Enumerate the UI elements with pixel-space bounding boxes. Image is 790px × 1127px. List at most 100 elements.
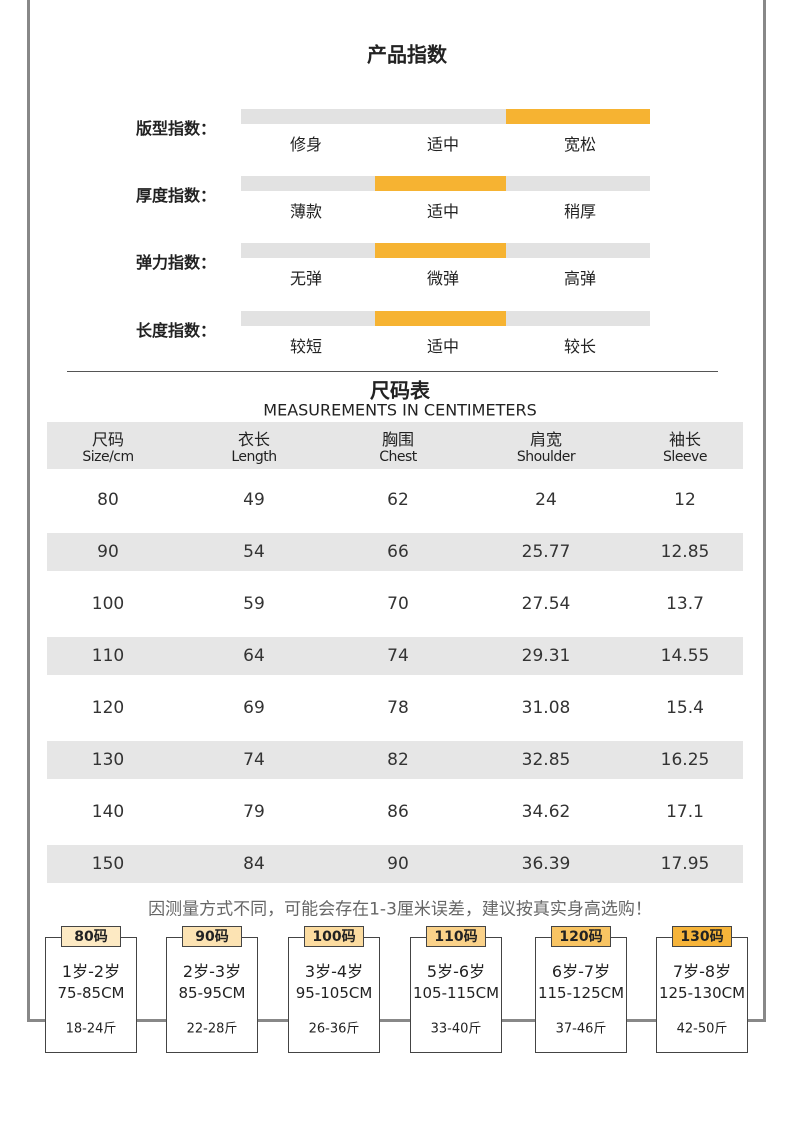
card-height: 75-85CM	[57, 984, 125, 1002]
divider	[67, 371, 718, 372]
cell: 74	[387, 646, 409, 666]
card-weight: 22-28斤	[186, 1021, 238, 1037]
header-en: Length	[231, 449, 277, 465]
cell: 140	[91, 802, 125, 822]
header-en: Sleeve	[663, 449, 707, 465]
cell: 120	[91, 698, 125, 718]
size-card	[410, 937, 502, 1053]
index-segment	[241, 243, 375, 258]
header-zh: 肩宽	[529, 430, 563, 449]
index-label: 厚度指数：	[135, 186, 217, 205]
cell: 13.7	[666, 594, 704, 614]
index-option: 薄款	[289, 202, 323, 221]
cell: 24	[535, 490, 557, 510]
title: 产品指数	[367, 42, 447, 67]
index-segment	[375, 243, 506, 258]
size-tag	[182, 926, 242, 947]
index-option: 宽松	[563, 135, 597, 154]
index-segment	[375, 311, 506, 326]
size-tag	[551, 926, 611, 947]
index-segment	[506, 109, 650, 124]
card-weight: 37-46斤	[555, 1021, 607, 1037]
index-segment	[241, 176, 375, 191]
frame-right	[763, 0, 766, 1022]
cell: 110	[91, 646, 125, 666]
cell: 86	[387, 802, 409, 822]
header-zh: 胸围	[381, 430, 415, 449]
size-tag-label: 90码	[195, 929, 229, 945]
cell: 150	[91, 854, 125, 874]
card-age: 1岁-2岁	[61, 962, 121, 981]
index-segment	[506, 243, 650, 258]
card-weight: 42-50斤	[676, 1021, 728, 1037]
cell: 54	[243, 542, 265, 562]
table-header-bg	[47, 422, 743, 469]
index-option: 微弹	[426, 269, 460, 288]
row-bg	[47, 845, 743, 883]
size-tag	[672, 926, 732, 947]
size-card	[656, 937, 748, 1053]
size-tag-label: 120码	[559, 929, 603, 945]
cell: 84	[243, 854, 265, 874]
card-weight: 18-24斤	[65, 1021, 117, 1037]
card-age: 2岁-3岁	[182, 962, 242, 981]
size-tag-label: 80码	[74, 929, 108, 945]
card-height: 105-115CM	[412, 984, 500, 1002]
index-segment	[241, 311, 375, 326]
card-age: 6岁-7岁	[551, 962, 611, 981]
cell: 90	[97, 542, 119, 562]
cell: 62	[387, 490, 409, 510]
note: 因测量方式不同，可能会存在1-3厘米误差，建议按真实身高选购！	[148, 899, 652, 920]
header-zh: 袖长	[668, 430, 702, 449]
index-option: 高弹	[563, 269, 597, 288]
index-option: 较短	[289, 337, 323, 356]
header-en: Size/cm	[82, 449, 134, 465]
frame-left	[27, 0, 30, 1022]
cell: 14.55	[660, 646, 710, 666]
card-height: 115-125CM	[537, 984, 625, 1002]
cell: 78	[387, 698, 409, 718]
index-segment	[375, 176, 506, 191]
index-segment	[241, 109, 375, 124]
cell: 29.31	[521, 646, 571, 666]
size-tag-label: 100码	[312, 929, 356, 945]
row-bg	[47, 637, 743, 675]
index-label: 版型指数：	[135, 119, 217, 138]
cell: 49	[243, 490, 265, 510]
cell: 64	[243, 646, 265, 666]
cell: 12	[674, 490, 696, 510]
cell: 36.39	[521, 854, 571, 874]
size-tag-label: 130码	[680, 929, 724, 945]
card-weight: 33-40斤	[430, 1021, 482, 1037]
table-subtitle: MEASUREMENTS IN CENTIMETERS	[263, 400, 537, 420]
size-card	[45, 937, 137, 1053]
card-age: 5岁-6岁	[426, 962, 486, 981]
cell: 16.25	[660, 750, 710, 770]
cell: 70	[387, 594, 409, 614]
row-bg	[47, 741, 743, 779]
header-en: Chest	[379, 449, 417, 465]
card-weight: 26-36斤	[308, 1021, 360, 1037]
cell: 69	[243, 698, 265, 718]
cell: 80	[97, 490, 119, 510]
header-zh: 尺码	[91, 430, 125, 449]
card-height: 125-130CM	[658, 984, 746, 1002]
index-option: 修身	[289, 135, 323, 154]
size-tag-label: 110码	[434, 929, 478, 945]
index-segment	[375, 109, 506, 124]
index-label: 弹力指数：	[135, 253, 217, 272]
index-segment	[506, 176, 650, 191]
cell: 82	[387, 750, 409, 770]
header-zh: 衣长	[237, 430, 271, 449]
index-option: 稍厚	[563, 202, 597, 221]
cell: 27.54	[521, 594, 571, 614]
card-age: 7岁-8岁	[672, 962, 732, 981]
card-age: 3岁-4岁	[304, 962, 364, 981]
header-en: Shoulder	[516, 449, 576, 465]
card-height: 95-105CM	[295, 984, 373, 1002]
cell: 74	[243, 750, 265, 770]
index-option: 无弹	[289, 269, 323, 288]
size-tag	[61, 926, 121, 947]
size-card	[166, 937, 258, 1053]
